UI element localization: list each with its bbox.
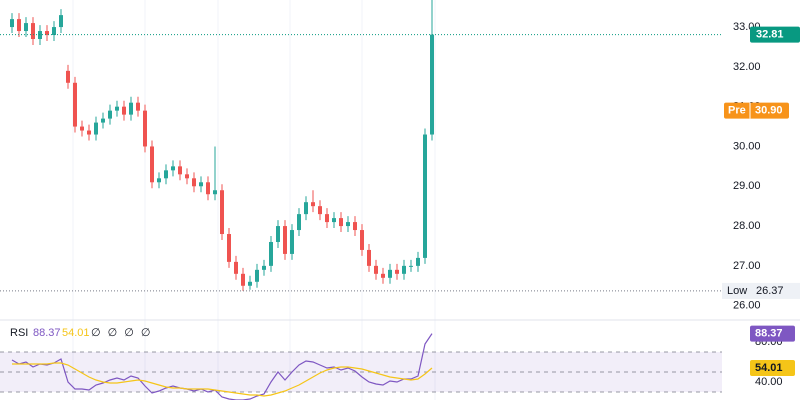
- candle-body: [381, 273, 385, 278]
- y-tick-label: 29.00: [733, 180, 761, 192]
- candle-body: [115, 106, 119, 111]
- candle-body: [136, 102, 140, 111]
- candle-body: [45, 31, 49, 36]
- candle-body: [318, 206, 322, 215]
- candle-body: [94, 122, 98, 135]
- candle-body: [311, 202, 315, 207]
- candle-body: [409, 265, 413, 267]
- candle-body: [297, 214, 301, 231]
- candle-body: [227, 234, 231, 262]
- candle-body: [262, 265, 266, 270]
- candle-body: [276, 226, 280, 242]
- candle-body: [199, 182, 203, 187]
- pre-label: Pre: [728, 105, 746, 117]
- candle-body: [80, 126, 84, 131]
- low-value: 26.37: [756, 285, 784, 297]
- price-pane: [0, 0, 722, 292]
- candle-body: [87, 130, 91, 135]
- candle-body: [346, 222, 350, 227]
- candle-body: [290, 230, 294, 254]
- candle-body: [360, 230, 364, 250]
- candle-body: [122, 106, 126, 115]
- rsi-tag-label: 54.01: [755, 362, 783, 374]
- candle-body: [402, 265, 406, 274]
- candle-body: [164, 170, 168, 179]
- candle-body: [367, 249, 371, 266]
- rsi-title: RSI: [10, 327, 28, 339]
- low-label: Low: [727, 285, 747, 297]
- y-tick-label: 26.00: [733, 300, 761, 312]
- price-axis: 26.0027.0028.0029.0030.0031.0032.0033.00…: [722, 21, 800, 388]
- candle-body: [17, 19, 21, 32]
- candle-body: [66, 70, 70, 83]
- candle-body: [416, 257, 420, 266]
- rsi-tag: [750, 359, 795, 376]
- candle-body: [234, 261, 238, 274]
- candle-body: [157, 178, 161, 183]
- candle-body: [73, 82, 77, 127]
- rsi-tick-label: 40.00: [755, 376, 783, 388]
- candle-body: [283, 226, 287, 254]
- candle-body: [171, 166, 175, 171]
- candle-body: [143, 110, 147, 147]
- candle-body: [423, 134, 427, 258]
- candle-body: [325, 214, 329, 223]
- candle-body: [129, 102, 133, 115]
- candle-body: [101, 118, 105, 123]
- candle-body: [388, 269, 392, 278]
- candle-body: [185, 174, 189, 179]
- rsi-tag-label: 88.37: [755, 328, 783, 340]
- y-tick-label: 30.00: [733, 140, 761, 152]
- candle-body: [269, 241, 273, 266]
- rsi-header-value: 54.01: [62, 327, 90, 339]
- candle-body: [255, 269, 259, 282]
- candle-body: [52, 27, 56, 36]
- rsi-tag: [750, 325, 795, 342]
- y-tick-label: 32.00: [733, 61, 761, 73]
- candle-body: [178, 166, 182, 175]
- candle-body: [395, 269, 399, 274]
- last-price-label: 32.81: [756, 29, 784, 41]
- last-price-tag: [750, 26, 800, 43]
- rsi-pane: [0, 333, 722, 400]
- rsi-placeholders: ∅ ∅ ∅ ∅: [91, 327, 153, 339]
- candle-body: [430, 34, 434, 135]
- candle-body: [31, 23, 35, 40]
- candle-body: [108, 110, 112, 119]
- candle-body: [353, 222, 357, 231]
- candle-body: [220, 190, 224, 235]
- pre-value: 30.90: [755, 105, 783, 117]
- rsi-header-value: 88.37: [33, 327, 61, 339]
- candle-body: [248, 281, 252, 286]
- candle-body: [150, 146, 154, 183]
- low-tag: [722, 282, 800, 299]
- candle-body: [192, 178, 196, 187]
- candle-body: [304, 202, 308, 215]
- y-tick-label: 27.00: [733, 260, 761, 272]
- y-tick-label: 33.00: [733, 21, 761, 33]
- candle-body: [241, 273, 245, 286]
- y-tick-label: 28.00: [733, 220, 761, 232]
- candle-body: [339, 218, 343, 227]
- candle-body: [374, 265, 378, 274]
- candle-body: [59, 15, 63, 28]
- candle-body: [10, 19, 14, 28]
- pre-tag-bg: [724, 102, 789, 119]
- candle-body: [24, 23, 28, 32]
- candle-body: [206, 182, 210, 195]
- candle-body: [213, 190, 217, 195]
- rsi-line: [12, 362, 433, 397]
- rsi-line: [11, 333, 433, 400]
- candle-body: [332, 218, 336, 223]
